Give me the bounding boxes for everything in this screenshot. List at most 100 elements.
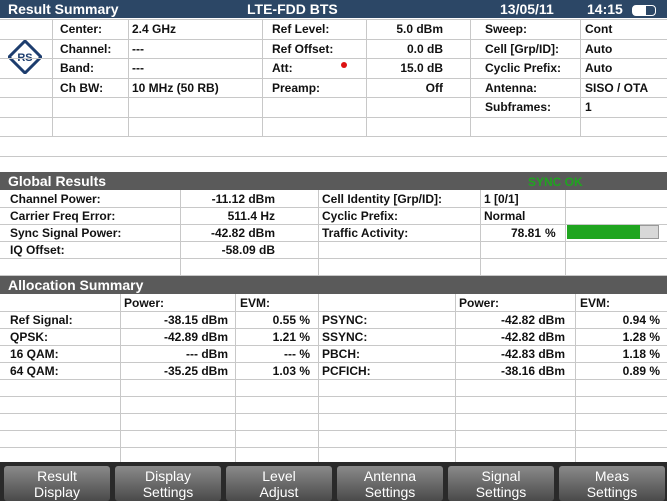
setting-label: Ref Offset: [272,41,334,56]
setting-label: Preamp: [272,80,321,95]
screen-title: Result Summary [8,1,119,17]
softkey-label: Level [262,468,296,484]
att-indicator [341,62,347,68]
traffic-bar [567,225,640,239]
result-unit: % [545,226,556,240]
allocation-evm: 1.03 % [272,364,310,378]
setting-value: --- [132,61,144,75]
logo: RS [8,40,42,74]
row-line [0,362,667,363]
result-value: -11.12 dBm [211,192,275,206]
row-line [0,58,667,59]
softkey[interactable] [4,466,110,501]
softkey[interactable] [337,466,443,501]
allocation-label: QPSK: [10,330,49,344]
sync-status: SYNC OK [528,175,583,189]
mode: LTE-FDD BTS [247,1,338,17]
column-line [480,190,481,275]
allocation-evm: 0.89 % [622,364,660,378]
setting-label: Sweep: [485,22,528,36]
allocation-label: Ref Signal: [10,313,73,327]
allocation-power: -38.15 dBm [163,313,228,327]
battery-icon [632,5,656,16]
row-line [0,39,667,40]
row-line [0,136,667,137]
softkey[interactable] [559,466,665,501]
result-label: Carrier Freq Error: [10,209,116,223]
row-line [0,275,667,276]
time: 14:15 [587,1,623,17]
row-line [0,345,667,346]
row-line [0,78,667,79]
result-label: Cell Identity [Grp/ID]: [322,192,442,206]
column-header: Power: [459,296,500,310]
row-line [0,19,667,20]
setting-label: Band: [60,61,94,75]
allocation-label: PSYNC: [322,313,368,327]
allocation-power: -38.16 dBm [500,364,565,378]
row-line [0,241,667,242]
allocation-evm: 1.21 % [272,330,310,344]
column-line [235,294,236,464]
title-bar [0,0,667,18]
column-line [318,190,319,275]
setting-value: --- [132,41,144,56]
softkey-label: Result [37,468,77,484]
result-label: Cyclic Prefix: [322,209,399,223]
date: 13/05/11 [500,1,554,17]
result-value: 511.4 Hz [227,209,275,223]
setting-value: 5.0 dBm [396,22,443,36]
setting-value: 2.4 GHz [132,22,177,36]
softkey-bar [0,462,667,501]
row-line [0,413,667,414]
setting-value: 0.0 dB [406,41,443,56]
row-line [0,311,667,312]
softkey[interactable] [115,466,221,501]
allocation-label: PBCH: [322,347,360,361]
row-line [0,97,667,98]
softkey-label: Settings [586,484,638,500]
softkey[interactable] [226,466,332,501]
softkey-label: Settings [364,484,416,500]
row-line [0,396,667,397]
softkey-label: Antenna [363,468,417,484]
softkey-label: Display [145,468,191,484]
softkey-label: Display [34,484,80,500]
setting-value: 10 MHz (50 RB) [132,80,219,95]
allocation-power: -42.82 dBm [500,330,565,344]
setting-value: Auto [585,61,613,75]
allocation-power: -42.82 dBm [500,313,565,327]
section-title: Allocation Summary [8,277,144,293]
result-value: -58.09 dB [221,243,275,257]
row-line [0,379,667,380]
softkey-label: Adjust [259,484,299,500]
allocation-power: -42.83 dBm [500,347,565,361]
result-value: -42.82 dBm [210,226,275,240]
row-line [0,117,667,118]
column-line [120,294,121,464]
result-value: 1 [0/1] [484,192,519,206]
allocation-evm: --- % [284,347,310,361]
setting-label: Att: [272,61,293,75]
allocation-evm: 0.94 % [622,313,660,327]
section-header [0,172,667,190]
setting-value: Off [425,80,443,95]
setting-value: SISO / OTA [585,80,649,95]
setting-label: Antenna: [485,80,537,95]
column-line [180,190,181,275]
row-line [0,430,667,431]
row-line [0,207,667,208]
allocation-evm: 1.28 % [622,330,660,344]
setting-value: 15.0 dB [400,61,443,75]
column-line [580,19,581,136]
allocation-evm: 0.55 % [272,313,310,327]
softkey[interactable] [448,466,554,501]
setting-label: Subframes: [485,100,552,114]
softkey-label: Signal [481,468,521,484]
allocation-evm: 1.18 % [622,347,660,361]
column-line [318,294,319,464]
row-line [0,447,667,448]
result-label: Sync Signal Power: [10,226,122,240]
column-line [470,19,471,136]
